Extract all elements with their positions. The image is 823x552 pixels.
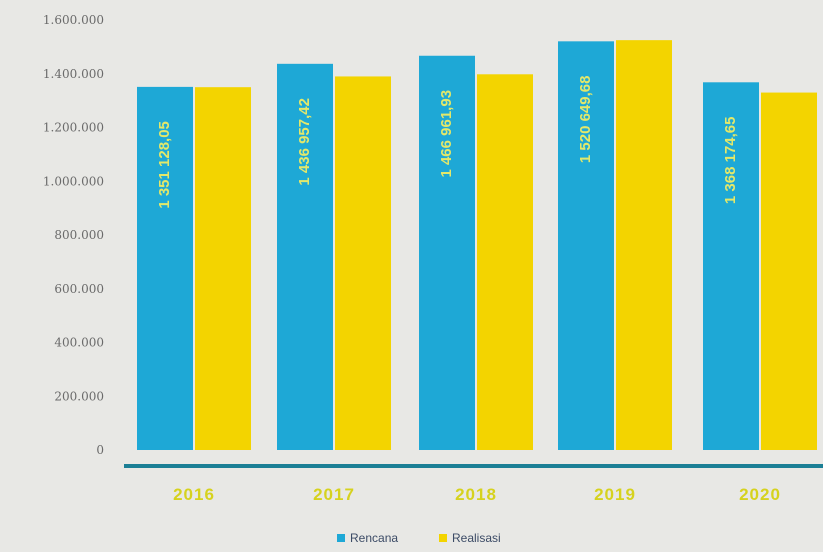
legend-swatch-realisasi <box>439 534 447 542</box>
y-tick-label: 1.200.000 <box>43 121 104 135</box>
x-tick-label: 2020 <box>739 485 781 504</box>
bar-realisasi-2020 <box>761 92 817 450</box>
bar-rencana-2019 <box>558 41 614 450</box>
legend-label-realisasi: Realisasi <box>452 531 501 545</box>
bar-realisasi-2019 <box>616 40 672 450</box>
data-label-2016: 1 351 128,05 <box>156 121 173 209</box>
y-tick-label: 800.000 <box>54 228 104 242</box>
x-tick-label: 2017 <box>313 485 355 504</box>
data-label-2018: 1 466 961,93 <box>438 90 455 178</box>
x-tick-label: 2016 <box>173 485 215 504</box>
legend-label-rencana: Rencana <box>350 531 398 545</box>
y-tick-label: 400.000 <box>54 336 104 350</box>
legend-swatch-rencana <box>337 534 345 542</box>
data-label-2020: 1 368 174,65 <box>722 117 739 205</box>
bar-rencana-2017 <box>277 63 333 451</box>
data-label-2017: 1 436 957,42 <box>296 98 313 186</box>
bar-rencana-2016 <box>137 86 193 450</box>
bar-realisasi-2018 <box>477 74 533 450</box>
x-tick-label: 2019 <box>594 485 636 504</box>
data-label-2019: 1 520 649,68 <box>577 76 594 164</box>
y-axis: 1.600.000 1.400.000 1.200.000 1.000.000 800.… <box>43 13 104 457</box>
bar-realisasi-2016 <box>195 87 251 450</box>
y-tick-label: 1.000.000 <box>43 174 104 188</box>
y-tick-label: 600.000 <box>54 282 104 296</box>
x-tick-label: 2018 <box>455 485 497 504</box>
bars-group: 1 351 128,05 1 436 957,42 1 466 961,93 1 52… <box>137 40 817 451</box>
bar-realisasi-2017 <box>335 76 391 450</box>
y-tick-label: 1.600.000 <box>43 13 104 27</box>
y-tick-label: 0 <box>96 443 104 457</box>
y-tick-label: 200.000 <box>54 389 104 403</box>
bar-rencana-2020 <box>703 82 759 450</box>
bar-rencana-2018 <box>419 55 475 451</box>
y-tick-label: 1.400.000 <box>43 67 104 81</box>
x-axis: 2016 2017 2018 2019 2020 <box>173 485 781 504</box>
legend: Rencana Realisasi <box>337 531 501 545</box>
